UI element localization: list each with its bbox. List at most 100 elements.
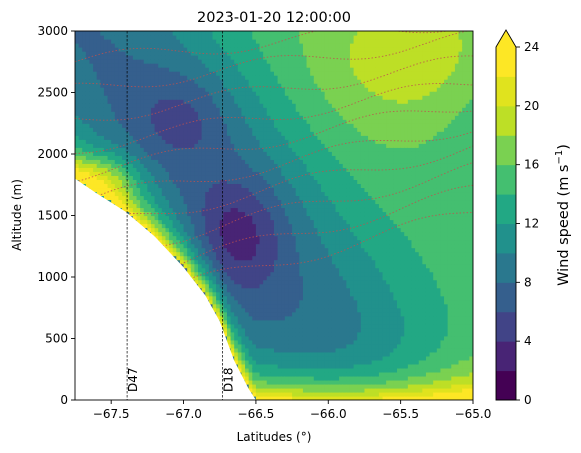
field-cell <box>111 31 116 36</box>
field-cell <box>237 291 243 297</box>
field-cell <box>212 299 217 305</box>
field-cell <box>241 295 246 301</box>
field-cell <box>248 63 253 68</box>
field-cell <box>255 123 261 128</box>
field-cell <box>154 59 159 64</box>
field-cell <box>205 143 210 148</box>
field-cell <box>111 183 116 189</box>
field-cell <box>255 183 261 189</box>
field-cell <box>259 299 264 305</box>
field-cell <box>132 35 138 40</box>
field-cell <box>219 267 224 273</box>
field-cell <box>208 255 214 261</box>
field-cell <box>248 219 253 225</box>
field-cell <box>226 307 232 313</box>
field-cell <box>169 35 174 40</box>
field-cell <box>169 131 174 136</box>
field-cell <box>103 175 109 180</box>
field-cell <box>114 183 120 189</box>
field-cell <box>147 139 152 144</box>
field-cell <box>165 91 170 96</box>
field-cell <box>140 63 145 68</box>
field-cell <box>122 47 127 52</box>
field-cell <box>140 191 145 197</box>
field-cell <box>169 95 174 100</box>
field-cell <box>226 227 232 233</box>
field-cell <box>230 71 235 76</box>
field-cell <box>255 283 261 289</box>
field-cell <box>245 251 250 257</box>
field-cell <box>226 111 232 116</box>
field-cell <box>85 171 91 176</box>
field-cell <box>140 99 145 104</box>
field-cell <box>85 131 91 136</box>
field-cell <box>111 127 116 132</box>
field-cell <box>266 199 271 205</box>
field-cell <box>93 135 98 140</box>
field-cell <box>194 99 199 104</box>
field-cell <box>154 211 159 217</box>
field-cell <box>234 143 239 148</box>
field-cell <box>125 143 130 148</box>
field-cell <box>259 219 264 225</box>
field-cell <box>212 35 217 40</box>
field-cell <box>85 75 91 80</box>
field-cell <box>96 191 101 197</box>
field-cell <box>212 55 217 60</box>
field-cell <box>183 215 188 221</box>
field-cell <box>252 327 257 333</box>
field-cell <box>172 43 177 48</box>
field-cell <box>150 79 156 84</box>
field-cell <box>190 167 195 172</box>
field-cell <box>103 127 109 132</box>
field-cell <box>172 183 177 189</box>
field-cell <box>241 227 246 233</box>
field-cell <box>266 111 271 116</box>
field-cell <box>89 83 94 88</box>
field-cell <box>136 47 141 52</box>
field-cell <box>259 215 264 221</box>
field-cell <box>266 267 271 273</box>
field-cell <box>219 223 224 229</box>
field-cell <box>147 191 152 197</box>
field-cell <box>205 99 210 104</box>
field-cell <box>252 315 257 321</box>
field-cell <box>252 211 257 217</box>
field-cell <box>266 347 271 353</box>
field-cell <box>169 87 174 92</box>
field-cell <box>255 187 261 193</box>
field-cell <box>114 187 120 193</box>
field-cell <box>100 63 105 68</box>
field-cell <box>263 215 268 221</box>
field-cell <box>205 163 210 168</box>
field-cell <box>245 195 250 201</box>
field-cell <box>241 191 246 197</box>
field-cell <box>82 143 87 148</box>
field-cell <box>118 171 123 176</box>
field-cell <box>237 39 243 44</box>
field-cell <box>230 75 235 80</box>
field-cell <box>212 147 217 152</box>
field-cell <box>125 195 130 201</box>
field-cell <box>143 187 148 193</box>
field-cell <box>266 159 271 164</box>
field-cell <box>194 63 199 68</box>
field-cell <box>190 275 195 281</box>
field-cell <box>143 183 148 189</box>
field-cell <box>78 151 83 156</box>
field-cell <box>147 183 152 189</box>
field-cell <box>172 243 177 249</box>
field-cell <box>266 243 271 249</box>
field-cell <box>132 215 138 221</box>
field-cell <box>132 171 138 176</box>
field-cell <box>187 55 192 60</box>
field-cell <box>75 131 80 136</box>
field-cell <box>223 59 228 64</box>
field-cell <box>241 255 246 261</box>
field-cell <box>198 171 203 176</box>
field-cell <box>143 143 148 148</box>
field-cell <box>245 135 250 140</box>
field-cell <box>216 47 221 52</box>
field-cell <box>161 179 167 185</box>
field-cell <box>147 219 152 225</box>
